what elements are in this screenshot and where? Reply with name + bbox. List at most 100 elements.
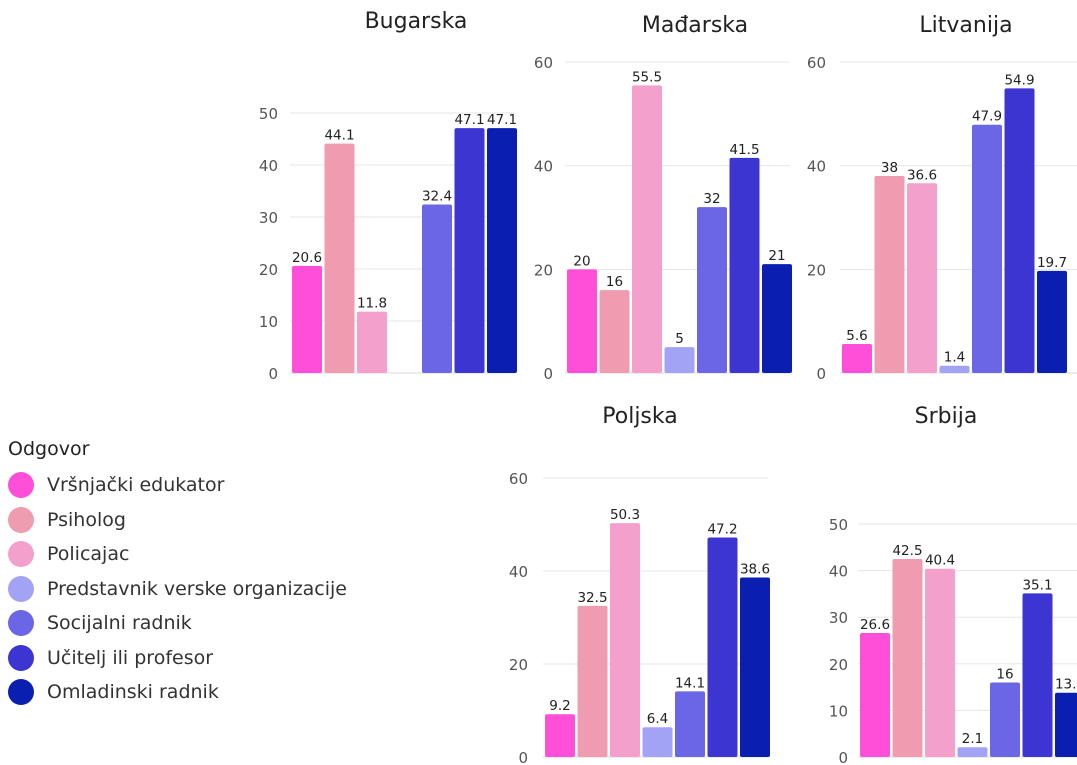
bar [972, 124, 1002, 374]
bar [1037, 270, 1067, 373]
y-tick-label: 40 [509, 563, 528, 581]
data-label: 5 [675, 331, 684, 347]
bar [422, 204, 452, 373]
y-tick-label: 0 [268, 365, 278, 383]
legend: Odgovor Vršnjački edukator Psiholog Polica… [8, 438, 347, 710]
bar [324, 143, 355, 373]
legend-label: Učitelj ili profesor [47, 646, 214, 669]
data-label: 35.1 [1022, 577, 1052, 593]
bar [664, 347, 695, 373]
data-label: 44.1 [324, 128, 354, 144]
data-label: 13.8 [1055, 677, 1077, 693]
legend-label: Psiholog [47, 508, 126, 531]
chart-title: Litvanija [919, 13, 1012, 38]
data-label: 55.5 [632, 69, 662, 85]
data-label: 32 [703, 191, 720, 207]
data-label: 20.6 [292, 250, 322, 266]
legend-item: Socijalni radnik [8, 606, 347, 641]
y-tick-label: 0 [816, 365, 826, 383]
bar [939, 365, 970, 373]
data-label: 38 [881, 160, 898, 176]
bar [675, 691, 705, 757]
y-tick-label: 60 [509, 470, 528, 488]
data-label: 32.5 [577, 590, 607, 606]
y-tick-label: 0 [838, 749, 848, 765]
bar [1004, 88, 1035, 373]
data-label: 38.6 [740, 562, 770, 578]
legend-label: Vršnjački edukator [47, 474, 225, 497]
legend-swatch [8, 472, 34, 499]
chart-panel: Srbija 0 10 20 30 40 50 26.6 42.540.4 2.1 16 35.1 13… [829, 404, 1077, 765]
bar [729, 157, 760, 373]
bar [357, 311, 387, 373]
y-tick-label: 0 [543, 365, 553, 383]
legend-item: Učitelj ili profesor [8, 641, 347, 676]
chart-panel: Litvanija 0 20 40 60 5.6 38 36.6 1.4 47.9 54.9 19.7 [807, 13, 1077, 383]
y-tick-label: 20 [829, 656, 848, 674]
y-tick-label: 20 [259, 261, 278, 279]
bar [545, 714, 575, 757]
data-label: 42.5 [892, 543, 922, 559]
y-tick-label: 40 [829, 563, 848, 581]
y-tick-label: 40 [259, 157, 278, 175]
legend-swatch [8, 541, 34, 568]
legend-swatch [8, 679, 34, 706]
y-tick-label: 20 [807, 261, 826, 279]
data-label: 50.3 [610, 507, 640, 523]
data-label: 47.9 [972, 109, 1002, 125]
bar [487, 128, 517, 373]
chart-title: Srbija [915, 404, 978, 429]
y-tick-label: 10 [259, 313, 278, 331]
legend-label: Policajac [47, 543, 130, 566]
chart-title: Mađarska [642, 13, 748, 38]
bar [707, 537, 738, 757]
legend-item: Omladinski radnik [8, 675, 347, 710]
data-label: 14.1 [675, 675, 705, 691]
bar [860, 633, 890, 757]
bar [599, 290, 630, 373]
bar [577, 605, 608, 757]
data-label: 9.2 [549, 698, 570, 714]
y-tick-label: 30 [259, 209, 278, 227]
legend-swatch [8, 575, 34, 602]
legend-label: Socijalni radnik [47, 612, 192, 635]
legend-item: Predstavnik verske organizacije [8, 572, 347, 607]
bar [454, 128, 485, 373]
bar [292, 265, 322, 373]
bar [762, 264, 792, 373]
bar [874, 176, 905, 373]
bar [567, 269, 597, 373]
chart-panel: Bugarska 0 10 20 30 40 50 20.6 44.1 11.8 32.4 47.1 4… [259, 9, 517, 383]
y-tick-label: 50 [259, 105, 278, 123]
chart-title: Bugarska [365, 9, 468, 34]
data-label: 32.4 [422, 189, 452, 205]
bar [697, 207, 727, 373]
bar [642, 727, 673, 757]
legend-item: Psiholog [8, 503, 347, 538]
legend-label: Predstavnik verske organizacije [47, 577, 348, 600]
data-label: 20 [573, 253, 590, 269]
legend-items: Vršnjački edukator Psiholog Policajac Preds… [8, 468, 347, 710]
data-label: 41.5 [729, 142, 759, 158]
data-label: 21 [768, 248, 785, 264]
bar [892, 558, 923, 757]
data-label: 26.6 [860, 617, 890, 633]
bar [740, 577, 770, 757]
data-label: 54.9 [1004, 72, 1034, 88]
data-label: 47.1 [454, 112, 484, 128]
bar [632, 85, 662, 373]
data-label: 6.4 [647, 711, 668, 727]
data-label: 1.4 [944, 350, 965, 366]
y-tick-label: 20 [509, 656, 528, 674]
bar [610, 523, 640, 757]
chart-panel: Poljska 0 20 40 60 9.2 32.5 50.3 6.4 14.1 47.2 38.6 [509, 404, 770, 765]
legend-swatch [8, 506, 34, 533]
data-label: 5.6 [846, 328, 867, 344]
legend-label: Omladinski radnik [47, 681, 219, 704]
legend-item: Policajac [8, 537, 347, 572]
chart-title: Poljska [602, 404, 677, 429]
bar [990, 682, 1020, 757]
bar [1055, 692, 1077, 757]
data-label: 47.1 [487, 112, 517, 128]
